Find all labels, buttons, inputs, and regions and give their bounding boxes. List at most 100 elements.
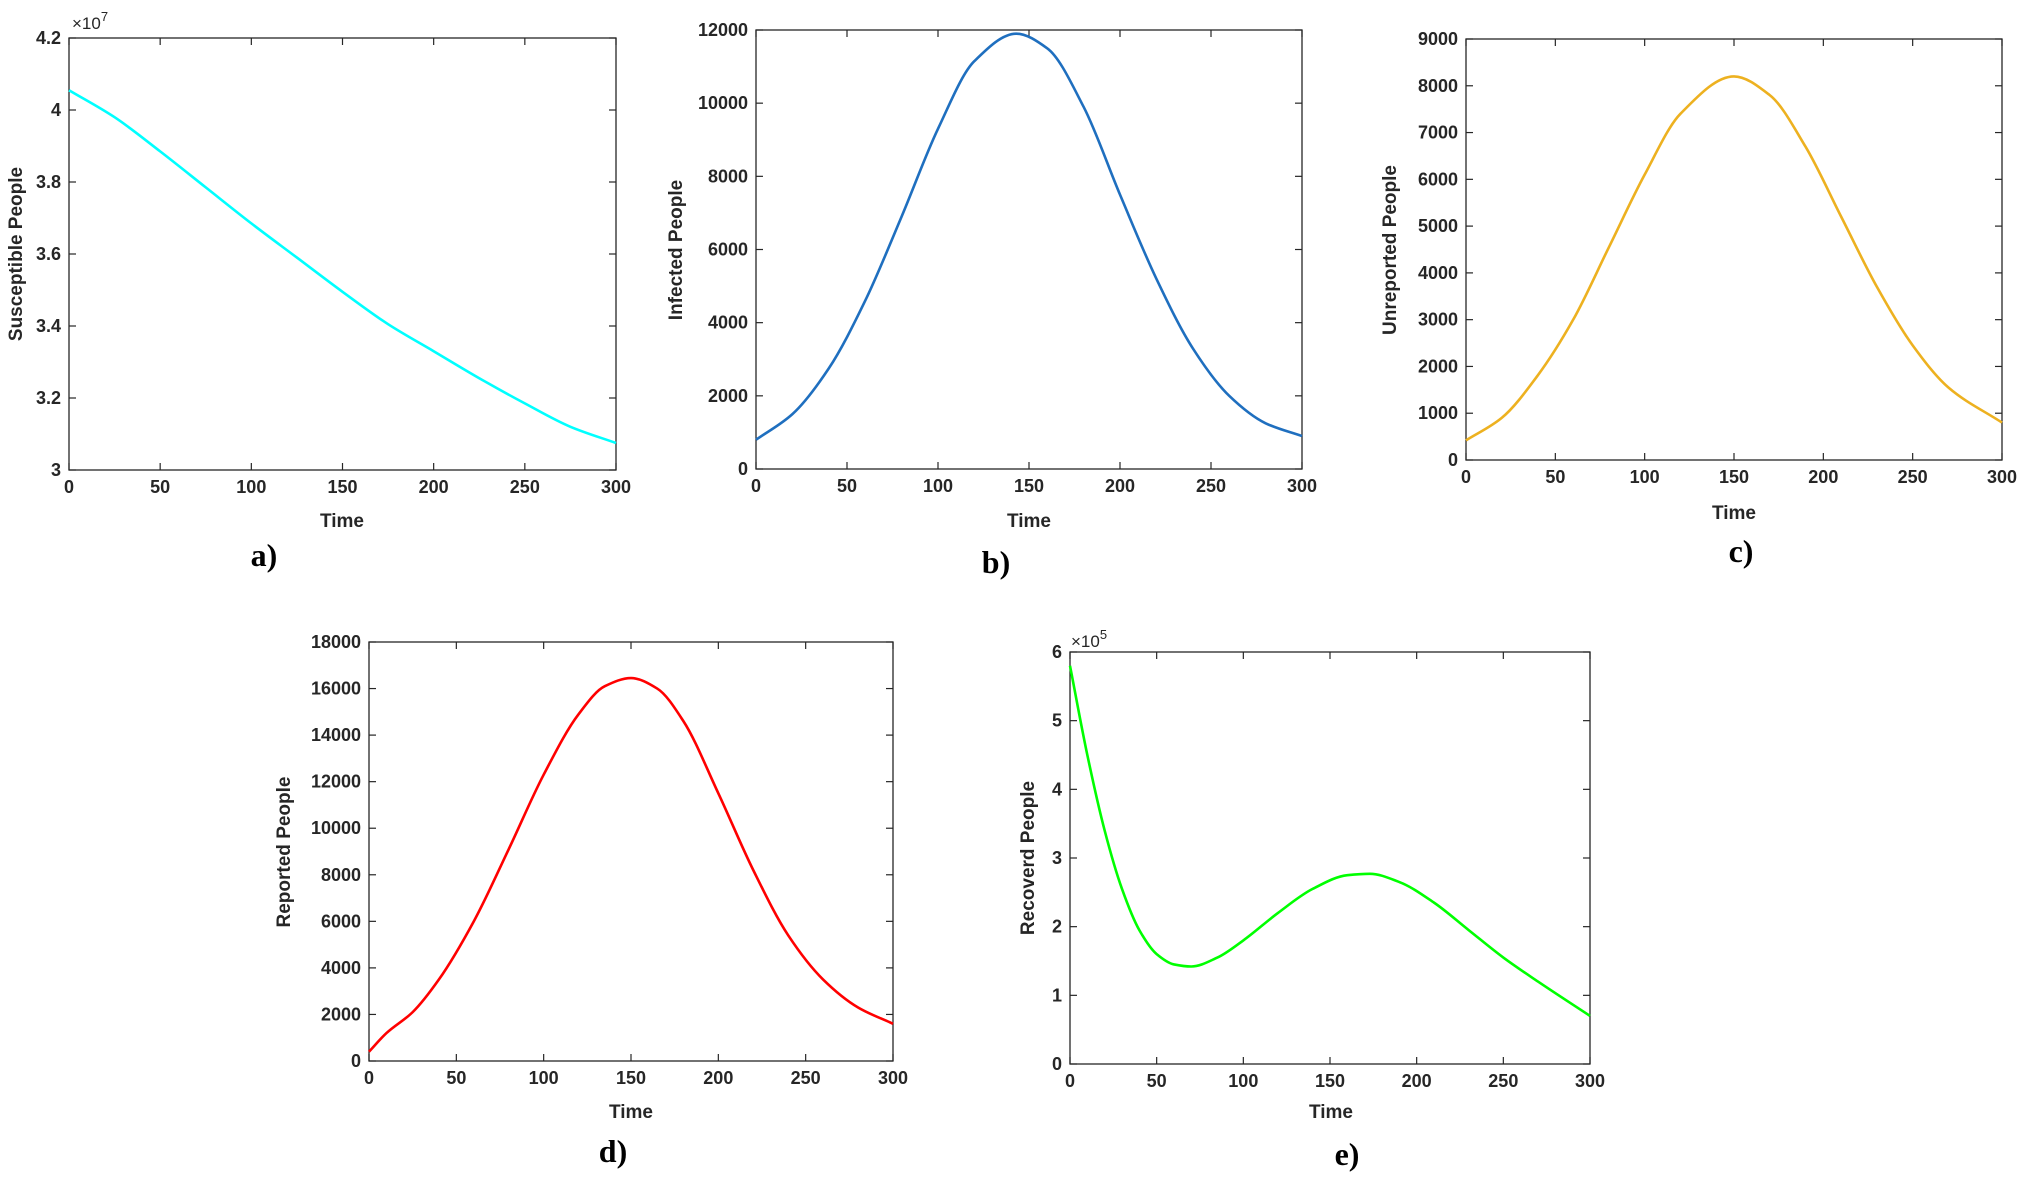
y-tick-label-c: 1000 bbox=[1418, 403, 1458, 423]
x-axis-label-a: Time bbox=[320, 511, 364, 532]
tick-group-d: 0 50 100 150 200 250 300 0 2000 4000 6000 8000 10000… bbox=[311, 632, 908, 1088]
y-tick-label-a: 3 bbox=[51, 460, 61, 480]
y-exponent-base-e: ×10 bbox=[1071, 632, 1100, 651]
x-tick-label-d: 150 bbox=[616, 1068, 646, 1088]
x-tick-label-d: 100 bbox=[529, 1068, 559, 1088]
y-tick-label-b: 0 bbox=[738, 459, 748, 479]
y-tick-label-c: 8000 bbox=[1418, 76, 1458, 96]
tick-group-b: 0 50 100 150 200 250 300 0 2000 4000 6000 8000 10000… bbox=[698, 20, 1317, 496]
x-tick-label-e: 250 bbox=[1488, 1071, 1518, 1091]
panel-label-d: d) bbox=[599, 1133, 627, 1169]
axes-box-a bbox=[68, 37, 617, 471]
x-tick-label-a: 50 bbox=[150, 477, 170, 497]
y-tick-label-a: 3.4 bbox=[36, 316, 61, 336]
y-tick-label-d: 2000 bbox=[321, 1004, 361, 1024]
y-tick-label-e: 5 bbox=[1052, 711, 1062, 731]
y-tick-label-e: 1 bbox=[1052, 985, 1062, 1005]
y-tick-label-e: 2 bbox=[1052, 917, 1062, 937]
series-line-a bbox=[68, 89, 617, 445]
y-tick-label-c: 9000 bbox=[1418, 29, 1458, 49]
y-tick-label-e: 3 bbox=[1052, 848, 1062, 868]
x-tick-label-e: 0 bbox=[1065, 1071, 1075, 1091]
x-tick-label-e: 300 bbox=[1575, 1071, 1605, 1091]
y-exponent-e: ×105 bbox=[1071, 627, 1107, 651]
x-tick-label-b: 250 bbox=[1196, 476, 1226, 496]
y-tick-label-d: 14000 bbox=[311, 725, 361, 745]
y-tick-label-e: 4 bbox=[1052, 779, 1062, 799]
x-tick-label-c: 0 bbox=[1461, 467, 1471, 487]
x-tick-label-e: 50 bbox=[1147, 1071, 1167, 1091]
y-tick-label-c: 6000 bbox=[1418, 169, 1458, 189]
x-tick-label-b: 300 bbox=[1287, 476, 1317, 496]
y-tick-label-d: 8000 bbox=[321, 865, 361, 885]
x-tick-label-d: 0 bbox=[364, 1068, 374, 1088]
axes-box-e bbox=[1069, 651, 1591, 1065]
y-tick-label-a: 4 bbox=[51, 100, 61, 120]
axes-box-b bbox=[755, 29, 1303, 470]
axes-box-d bbox=[368, 641, 894, 1062]
x-axis-label-b: Time bbox=[1007, 511, 1051, 532]
series-line-e bbox=[1068, 665, 1591, 1018]
y-tick-label-a: 3.8 bbox=[36, 172, 61, 192]
y-tick-label-d: 12000 bbox=[311, 772, 361, 792]
y-exponent-base-a: ×10 bbox=[72, 14, 101, 33]
y-tick-label-b: 12000 bbox=[698, 20, 748, 40]
y-tick-label-d: 10000 bbox=[311, 818, 361, 838]
x-tick-label-b: 200 bbox=[1105, 476, 1135, 496]
y-tick-label-c: 2000 bbox=[1418, 356, 1458, 376]
panel-label-e: e) bbox=[1335, 1136, 1360, 1172]
tick-group-e: 0 50 100 150 200 250 300 0 1 2 3 4 5 6 bbox=[1052, 642, 1605, 1091]
y-tick-label-e: 0 bbox=[1052, 1054, 1062, 1074]
y-axis-label-e: Recoverd People bbox=[1018, 781, 1039, 935]
x-tick-label-e: 100 bbox=[1228, 1071, 1258, 1091]
panel-e: 0 50 100 150 200 250 300 0 1 2 3 4 5 6 Time Recoverd … bbox=[1018, 627, 1605, 1172]
y-tick-label-b: 4000 bbox=[708, 313, 748, 333]
x-tick-label-c: 300 bbox=[1987, 467, 2017, 487]
x-tick-label-e: 150 bbox=[1315, 1071, 1345, 1091]
panel-label-a: a) bbox=[251, 537, 278, 573]
x-axis-label-c: Time bbox=[1712, 503, 1756, 524]
panel-c: 0 50 100 150 200 250 3000100020003000400050006… bbox=[1380, 29, 2017, 569]
y-axis-label-a: Susceptible People bbox=[6, 167, 27, 341]
x-axis-label-e: Time bbox=[1309, 1102, 1353, 1123]
y-exponent-a: ×107 bbox=[72, 9, 108, 33]
panel-label-b: b) bbox=[982, 544, 1010, 580]
y-tick-label-b: 2000 bbox=[708, 386, 748, 406]
y-axis-label-d: Reported People bbox=[274, 777, 295, 928]
y-tick-label-b: 6000 bbox=[708, 240, 748, 260]
x-tick-label-c: 250 bbox=[1898, 467, 1928, 487]
x-tick-label-d: 250 bbox=[791, 1068, 821, 1088]
panel-d: 0 50 100 150 200 250 300 0 2000 4000 6000 8000 10000… bbox=[274, 632, 908, 1169]
x-tick-label-b: 100 bbox=[923, 476, 953, 496]
y-tick-label-a: 4.2 bbox=[36, 28, 61, 48]
x-tick-label-a: 100 bbox=[236, 477, 266, 497]
x-tick-label-e: 200 bbox=[1402, 1071, 1432, 1091]
y-tick-label-d: 4000 bbox=[321, 958, 361, 978]
tick-group-c: 0 50 100 150 200 250 3000100020003000400050006… bbox=[1418, 29, 2017, 487]
x-tick-label-a: 0 bbox=[64, 477, 74, 497]
tick-group-a: 0 50 100 150 200 250 300 3 3.2 3.4 3.6 3.8 4 4.2 bbox=[36, 28, 631, 497]
y-tick-label-d: 18000 bbox=[311, 632, 361, 652]
y-tick-label-c: 5000 bbox=[1418, 216, 1458, 236]
x-axis-label-d: Time bbox=[609, 1102, 653, 1123]
y-tick-label-b: 8000 bbox=[708, 166, 748, 186]
y-tick-label-a: 3.2 bbox=[36, 388, 61, 408]
x-tick-label-a: 200 bbox=[419, 477, 449, 497]
x-tick-label-c: 50 bbox=[1545, 467, 1565, 487]
y-tick-label-c: 7000 bbox=[1418, 123, 1458, 143]
x-tick-label-c: 150 bbox=[1719, 467, 1749, 487]
y-axis-label-c: Unreported People bbox=[1380, 165, 1401, 335]
y-exponent-power-a: 7 bbox=[101, 9, 108, 24]
y-tick-label-d: 16000 bbox=[311, 679, 361, 699]
y-tick-label-a: 3.6 bbox=[36, 244, 61, 264]
axes-box-c bbox=[1465, 38, 2003, 461]
panel-a: 0 50 100 150 200 250 300 3 3.2 3.4 3.6 3.8 4 4.2 Time… bbox=[6, 9, 631, 573]
y-axis-label-b: Infected People bbox=[666, 180, 687, 320]
x-tick-label-b: 150 bbox=[1014, 476, 1044, 496]
y-tick-label-c: 3000 bbox=[1418, 310, 1458, 330]
x-tick-label-b: 0 bbox=[751, 476, 761, 496]
x-tick-label-b: 50 bbox=[837, 476, 857, 496]
y-tick-label-c: 0 bbox=[1448, 450, 1458, 470]
y-tick-label-b: 10000 bbox=[698, 93, 748, 113]
